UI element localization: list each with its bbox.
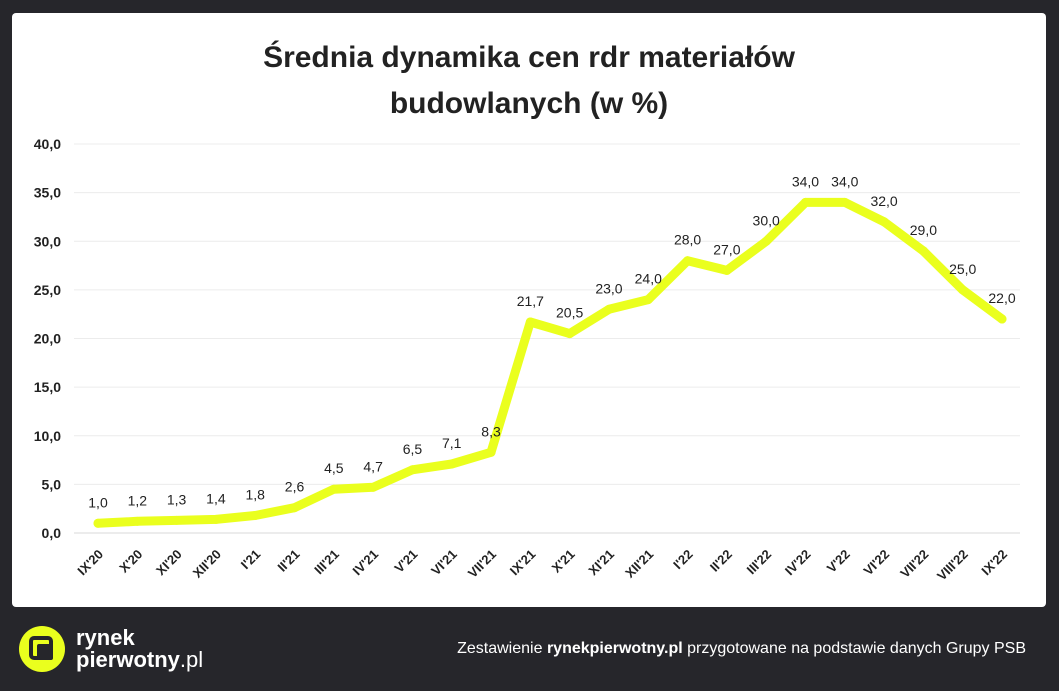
data-label: 32,0 <box>870 193 897 209</box>
x-tick-label: XI'20 <box>153 547 185 579</box>
x-tick-label: III'22 <box>744 547 775 578</box>
data-label: 2,6 <box>285 479 305 495</box>
data-label: 7,1 <box>442 435 462 451</box>
x-tick-label: V'22 <box>824 547 853 576</box>
data-label: 20,5 <box>556 305 583 321</box>
y-tick-label: 40,0 <box>34 136 61 152</box>
data-point <box>486 447 496 457</box>
x-tick-label: IV'22 <box>782 547 814 579</box>
y-tick-label: 10,0 <box>34 428 61 444</box>
data-label: 25,0 <box>949 261 976 277</box>
y-tick-label: 25,0 <box>34 282 61 298</box>
y-tick-label: 15,0 <box>34 379 61 395</box>
chart-title-line1: Średnia dynamika cen rdr materiałów <box>263 41 795 74</box>
data-point <box>525 317 535 327</box>
data-label: 34,0 <box>792 173 819 189</box>
logo-icon <box>19 626 65 672</box>
data-label: 8,3 <box>481 423 501 439</box>
data-point <box>683 256 693 266</box>
chart-title-line2: budowlanych (w %) <box>389 87 669 120</box>
data-label: 1,8 <box>245 486 265 502</box>
source-suffix: przygotowane na podstawie danych Grupy P… <box>687 640 1026 657</box>
data-point <box>722 265 732 275</box>
data-point <box>840 197 850 207</box>
x-tick-label: XII'20 <box>190 547 224 581</box>
data-label: 29,0 <box>910 222 937 238</box>
data-point <box>250 510 260 520</box>
data-label: 34,0 <box>831 173 858 189</box>
data-point <box>329 484 339 494</box>
data-label: 1,0 <box>88 494 108 510</box>
x-tick-label: IX'20 <box>74 547 106 579</box>
x-tick-label: XII'21 <box>622 547 656 581</box>
logo-main: pierwotny <box>76 647 180 672</box>
data-point <box>132 516 142 526</box>
y-tick-label: 35,0 <box>34 185 61 201</box>
logo-line2: pierwotny.pl <box>76 649 203 671</box>
x-tick-label: II'22 <box>707 547 735 575</box>
logo-text: rynek pierwotny.pl <box>76 627 203 671</box>
data-point <box>565 329 575 339</box>
chart-title: Średnia dynamika cen rdr materiałów budo… <box>12 35 1046 127</box>
x-tick-label: I'22 <box>670 547 696 573</box>
y-tick-label: 5,0 <box>42 476 62 492</box>
x-tick-label: V'21 <box>391 547 420 576</box>
logo-tld: .pl <box>179 647 204 672</box>
logo-line1: rynek <box>76 625 135 650</box>
x-tick-label: X'20 <box>116 547 145 576</box>
x-tick-label: IX'22 <box>978 547 1010 579</box>
data-label: 21,7 <box>517 293 544 309</box>
data-point <box>997 314 1007 324</box>
data-point <box>958 285 968 295</box>
data-point <box>604 304 614 314</box>
data-point <box>879 217 889 227</box>
x-tick-label: III'21 <box>311 547 342 578</box>
x-tick-label: VII'21 <box>465 547 499 581</box>
data-point <box>172 515 182 525</box>
y-tick-label: 20,0 <box>34 331 61 347</box>
x-tick-label: II'21 <box>275 547 303 575</box>
data-label: 28,0 <box>674 232 701 248</box>
data-point <box>447 459 457 469</box>
data-point <box>761 236 771 246</box>
x-tick-label: IX'21 <box>507 547 539 579</box>
series-line <box>93 197 1007 528</box>
x-tick-label: XI'21 <box>585 547 617 579</box>
x-tick-label: IV'21 <box>350 547 382 579</box>
data-point <box>800 197 810 207</box>
data-point <box>368 482 378 492</box>
data-label: 1,4 <box>206 490 226 506</box>
y-tick-label: 30,0 <box>34 233 61 249</box>
chart-card: Średnia dynamika cen rdr materiałów budo… <box>12 13 1046 607</box>
x-tick-label: VII'22 <box>897 547 931 581</box>
data-label: 6,5 <box>403 441 423 457</box>
data-label: 1,2 <box>128 492 148 508</box>
footer: rynek pierwotny.pl Zestawienie rynekpier… <box>0 607 1059 691</box>
data-label: 30,0 <box>753 212 780 228</box>
data-point <box>211 514 221 524</box>
x-tick-label: VI'22 <box>860 547 892 579</box>
data-point <box>290 503 300 513</box>
data-point <box>93 518 103 528</box>
source-note: Zestawienie rynekpierwotny.pl przygotowa… <box>457 640 1026 658</box>
data-label: 24,0 <box>635 271 662 287</box>
x-tick-label: VIII'22 <box>934 547 971 584</box>
data-point <box>407 465 417 475</box>
source-site: rynekpierwotny.pl <box>546 640 683 657</box>
line-chart: 0,0 5,0 10,0 15,0 20,0 25,0 30,0 35,0 40,0 IX'20 X… <box>34 136 1020 584</box>
data-point <box>643 295 653 305</box>
x-tick-label: VI'21 <box>428 547 460 579</box>
data-label: 23,0 <box>595 280 622 296</box>
x-tick-label: X'21 <box>549 547 578 576</box>
source-prefix: Zestawienie <box>457 640 543 657</box>
data-label: 4,5 <box>324 460 344 476</box>
y-tick-label: 0,0 <box>42 525 62 541</box>
x-tick-label: I'21 <box>238 547 264 573</box>
data-label: 4,7 <box>363 458 383 474</box>
data-label: 1,3 <box>167 491 187 507</box>
data-label: 27,0 <box>713 241 740 257</box>
data-label: 22,0 <box>988 290 1015 306</box>
data-point <box>918 246 928 256</box>
